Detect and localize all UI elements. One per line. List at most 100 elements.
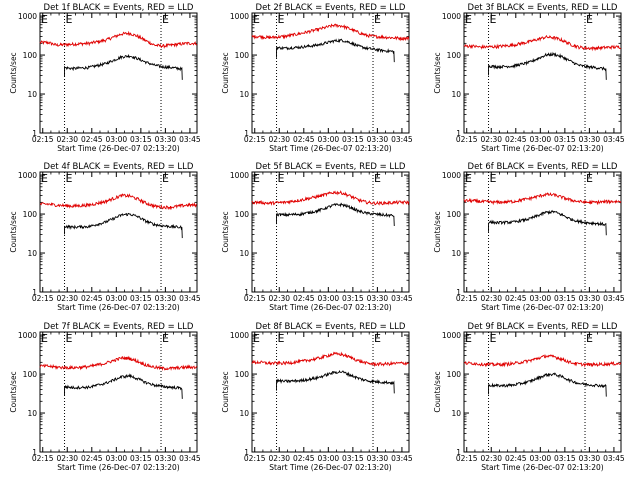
y-tick-label: 10 [239,90,249,99]
lld-trace [251,23,410,42]
x-tick-label: 03:15 [554,294,576,303]
events-trace [276,369,395,394]
x-tick-label: 03:00 [106,135,128,144]
y-tick-label: 1000 [442,171,461,180]
x-axis-label: Start Time (26-Dec-07 02:13:20) [481,303,603,312]
x-tick-label: 03:45 [603,454,625,463]
marker-label-e: E [162,172,169,185]
x-tick-label: 03:15 [342,294,364,303]
plot-frame [463,12,622,134]
lld-trace [463,354,622,368]
panel-5: Det 5f BLACK = Events, RED = LLD 1 10 100 10… [221,162,413,312]
x-tick-label: 02:15 [32,454,54,463]
y-tick-label: 1 [32,129,37,138]
lld-trace [251,190,410,206]
marker-label-e-start: E [41,13,48,26]
x-tick-label: 03:45 [179,135,201,144]
x-tick-label: 03:30 [579,454,601,463]
x-tick-label: 03:00 [318,454,340,463]
lld-trace [463,192,622,206]
events-trace [488,209,607,236]
y-tick-label: 1000 [18,12,37,21]
marker-label-e: E [162,13,169,26]
y-tick-label: 100 [23,210,38,219]
panel-1: Det 1f BLACK = Events, RED = LLD 1 10 100 10… [9,3,201,153]
panel-title: Det 3f BLACK = Events, RED = LLD [468,3,618,13]
x-tick-label: 03:00 [530,135,552,144]
marker-label-e-start: E [253,13,260,26]
y-tick-label: 1 [244,448,249,457]
y-tick-label: 1000 [18,171,37,180]
plot-frame [39,171,198,293]
y-tick-label: 1 [244,288,249,297]
y-tick-label: 1000 [230,171,249,180]
x-tick-label: 02:30 [480,454,502,463]
panel-9: Det 9f BLACK = Events, RED = LLD 1 10 100 10… [433,322,625,472]
x-tick-label: 03:30 [155,135,177,144]
x-tick-label: 03:30 [367,294,389,303]
x-tick-label: 02:30 [268,294,290,303]
panel-2: Det 2f BLACK = Events, RED = LLD 1 10 100 10… [221,3,413,153]
x-tick-label: 02:30 [268,135,290,144]
marker-label-e: E [162,332,169,345]
y-tick-label: 1 [456,288,461,297]
x-tick-label: 03:30 [579,135,601,144]
marker-label-e: E [278,332,285,345]
y-axis-label: Counts/sec [221,371,230,412]
plot-frame [463,171,622,293]
marker-label-e: E [66,172,73,185]
x-tick-label: 02:45 [81,294,103,303]
marker-label-e: E [586,13,593,26]
marker-label-e-start: E [465,172,472,185]
x-tick-label: 03:45 [179,454,201,463]
events-trace [64,373,183,399]
y-tick-label: 100 [447,51,462,60]
y-tick-label: 10 [27,409,37,418]
y-tick-label: 1000 [230,331,249,340]
x-tick-label: 03:00 [318,135,340,144]
x-tick-label: 02:15 [456,135,478,144]
y-axis-label: Counts/sec [433,52,442,93]
panel-title: Det 7f BLACK = Events, RED = LLD [44,322,194,332]
x-tick-label: 03:00 [106,454,128,463]
marker-label-e: E [374,332,381,345]
x-tick-label: 02:15 [32,135,54,144]
y-tick-label: 100 [447,210,462,219]
x-tick-label: 02:30 [268,454,290,463]
y-tick-label: 10 [451,90,461,99]
y-axis-label: Counts/sec [9,52,18,93]
marker-label-e: E [490,332,497,345]
y-tick-label: 1000 [442,331,461,340]
marker-label-e-start: E [41,332,48,345]
x-tick-label: 03:30 [579,294,601,303]
x-tick-label: 03:15 [342,454,364,463]
x-tick-label: 03:00 [106,294,128,303]
panel-6: Det 6f BLACK = Events, RED = LLD 1 10 100 10… [433,162,625,312]
events-trace [488,51,607,80]
y-tick-label: 10 [27,90,37,99]
x-tick-label: 03:30 [367,135,389,144]
x-tick-label: 02:45 [81,454,103,463]
x-tick-label: 02:45 [505,454,527,463]
panel-title: Det 2f BLACK = Events, RED = LLD [256,3,406,13]
panel-3: Det 3f BLACK = Events, RED = LLD 1 10 100 10… [433,3,625,153]
y-tick-label: 1000 [442,12,461,21]
y-tick-label: 1000 [18,331,37,340]
plot-frame [463,331,622,453]
lld-trace [39,193,198,211]
x-tick-label: 02:15 [244,294,266,303]
x-axis-label: Start Time (26-Dec-07 02:13:20) [269,303,391,312]
marker-label-e: E [374,172,381,185]
marker-label-e: E [66,13,73,26]
x-tick-label: 02:45 [293,454,315,463]
x-tick-label: 02:15 [244,454,266,463]
marker-label-e: E [278,172,285,185]
marker-label-e: E [490,13,497,26]
panel-7: Det 7f BLACK = Events, RED = LLD 1 10 100 10… [9,322,201,472]
y-axis-label: Counts/sec [9,211,18,252]
marker-label-e-start: E [465,332,472,345]
x-tick-label: 03:15 [130,135,152,144]
panel-8: Det 8f BLACK = Events, RED = LLD 1 10 100 10… [221,322,413,472]
x-tick-label: 03:45 [391,135,413,144]
